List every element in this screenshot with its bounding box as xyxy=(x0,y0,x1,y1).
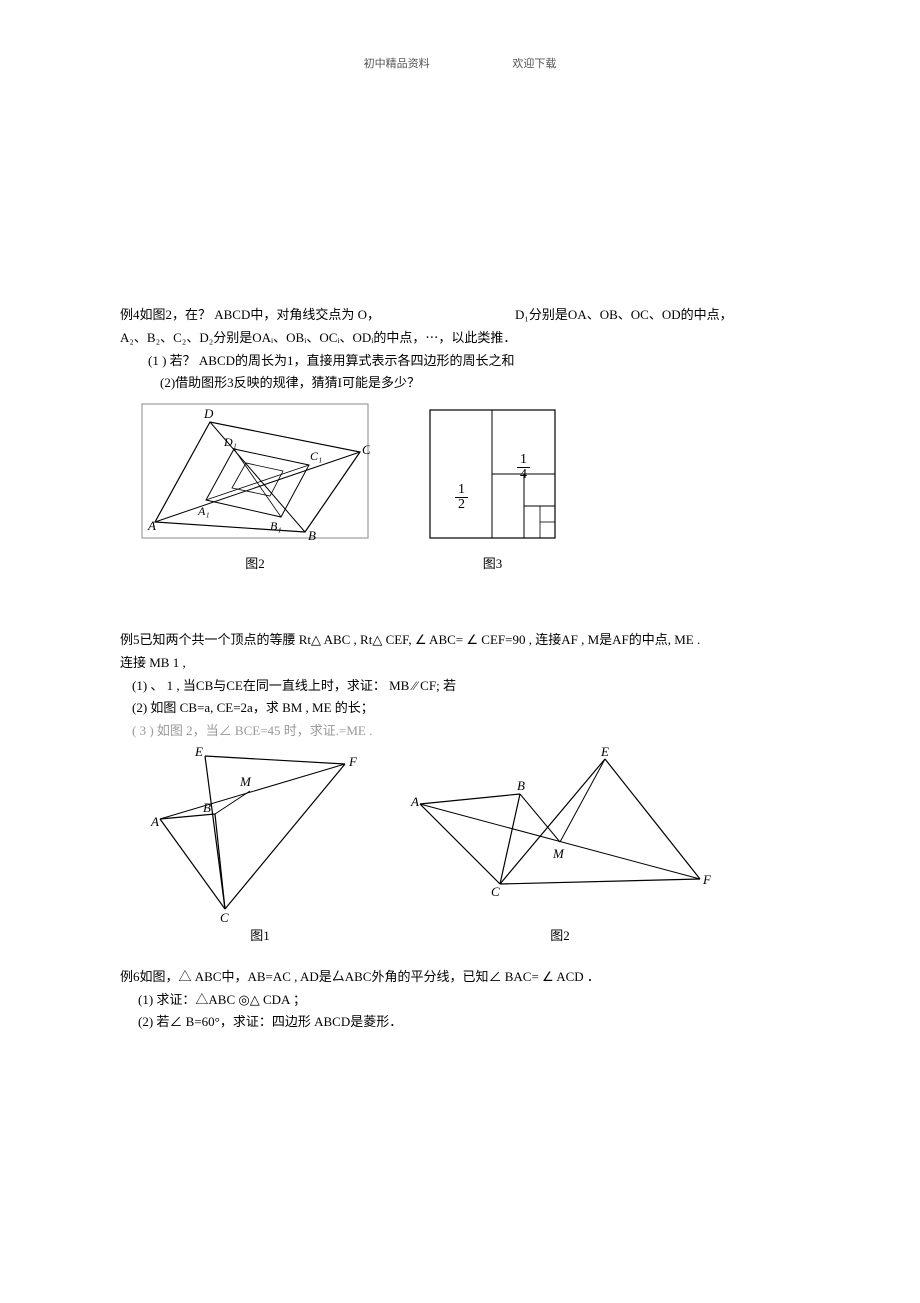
svg-text:C: C xyxy=(220,910,229,924)
svg-text:B: B xyxy=(517,778,525,793)
ex5-figure2: A B C E F M 图2 xyxy=(405,744,715,947)
frac-quarter: 1 4 xyxy=(517,453,530,482)
ex4-line1: 例4如图2，在？ ABCD中，对角线交点为 O， D₁分别是OA、OB、OC、O… xyxy=(120,305,880,326)
ex4-fig2-caption: 图2 xyxy=(140,554,370,575)
ex5-line2: 连接 MB 1 , xyxy=(120,653,880,674)
ex5-figures: A B C E F M 图1 xyxy=(120,744,880,947)
svg-text:B: B xyxy=(308,528,316,543)
ex5-fig1-caption: 图1 xyxy=(145,926,375,947)
svg-text:A₁: A₁ xyxy=(197,504,210,518)
svg-text:C₁: C₁ xyxy=(310,449,322,463)
ex6-sub1: (1) 求证：△ABC ◎△ CDA ； xyxy=(120,990,880,1011)
ex4-figure2: A D C B A₁ D₁ C₁ B₁ 图2 xyxy=(140,402,370,575)
ex5-sub2: (2) 如图 CB=a, CE=2a，求 BM , ME 的长； xyxy=(120,698,880,719)
svg-text:A: A xyxy=(410,794,419,809)
svg-text:A: A xyxy=(147,518,156,533)
example6: 例6如图，△ ABC中，AB=AC , AD是厶ABC外角的平分线，已知∠ BA… xyxy=(120,967,880,1033)
page-content: 例4如图2，在？ ABCD中，对角线交点为 O， D₁分别是OA、OB、OC、O… xyxy=(120,305,880,1035)
ex4-figures: A D C B A₁ D₁ C₁ B₁ 图2 图3 xyxy=(120,402,880,575)
svg-text:M: M xyxy=(552,846,565,861)
example5: 例5已知两个共一个顶点的等腰 Rt△ ABC , Rt△ CEF, ∠ ABC=… xyxy=(120,630,880,947)
ex6-sub2: (2) 若∠ B=60°，求证：四边形 ABCD是菱形． xyxy=(120,1012,880,1033)
ex5-line1: 例5已知两个共一个顶点的等腰 Rt△ ABC , Rt△ CEF, ∠ ABC=… xyxy=(120,630,880,651)
header-right: 欢迎下载 xyxy=(512,55,556,71)
svg-text:F: F xyxy=(348,754,358,769)
ex5-sub1: (1) 、 1 , 当CB与CE在同一直线上时，求证： MB ∕∕ CF; 若 xyxy=(120,676,880,697)
svg-text:E: E xyxy=(194,744,203,759)
header-left: 初中精品资料 xyxy=(364,55,430,71)
svg-text:D: D xyxy=(203,406,214,421)
svg-text:C: C xyxy=(362,442,370,457)
ex6-line1: 例6如图，△ ABC中，AB=AC , AD是厶ABC外角的平分线，已知∠ BA… xyxy=(120,967,880,988)
ex4-line1a: 例4如图2，在？ ABCD中，对角线交点为 O， xyxy=(120,305,380,326)
page-header: 初中精品资料 欢迎下载 xyxy=(0,55,920,71)
svg-text:E: E xyxy=(600,744,609,759)
triangle-diagram-1: A B C E F M xyxy=(145,744,375,924)
triangle-diagram-2: A B C E F M xyxy=(405,744,715,924)
svg-text:A: A xyxy=(150,814,159,829)
rectangle-diagram xyxy=(420,402,565,552)
frac-half: 1 2 xyxy=(455,483,468,512)
svg-text:C: C xyxy=(491,884,500,899)
ex4-line1b: D₁分别是OA、OB、OC、OD的中点， xyxy=(515,305,733,326)
parallelogram-diagram: A D C B A₁ D₁ C₁ B₁ xyxy=(140,402,370,552)
ex4-figure3: 图3 1 2 1 4 xyxy=(420,402,565,575)
ex4-sub2: (2)借助图形3反映的规律，猜猜I可能是多少？ xyxy=(120,373,880,394)
svg-text:B: B xyxy=(203,800,211,815)
svg-text:D₁: D₁ xyxy=(223,435,237,449)
ex4-line2: A₂、B₂、C₂、D₂分别是OAᵢ、OBᵢ、OCᵢ、ODᵢ的中点，⋯，以此类推． xyxy=(120,328,880,349)
svg-text:F: F xyxy=(702,872,712,887)
ex4-fig3-caption: 图3 xyxy=(420,554,565,575)
ex5-figure1: A B C E F M 图1 xyxy=(145,744,375,947)
ex5-sub3: ( 3 ) 如图 2，当∠ BCE=45 时，求证.=ME . xyxy=(120,721,880,742)
ex4-sub1: (1 ) 若？ ABCD的周长为1，直接用算式表示各四边形的周长之和 xyxy=(120,351,880,372)
svg-text:M: M xyxy=(239,774,252,789)
svg-text:B₁: B₁ xyxy=(270,519,282,533)
ex5-fig2-caption: 图2 xyxy=(405,926,715,947)
